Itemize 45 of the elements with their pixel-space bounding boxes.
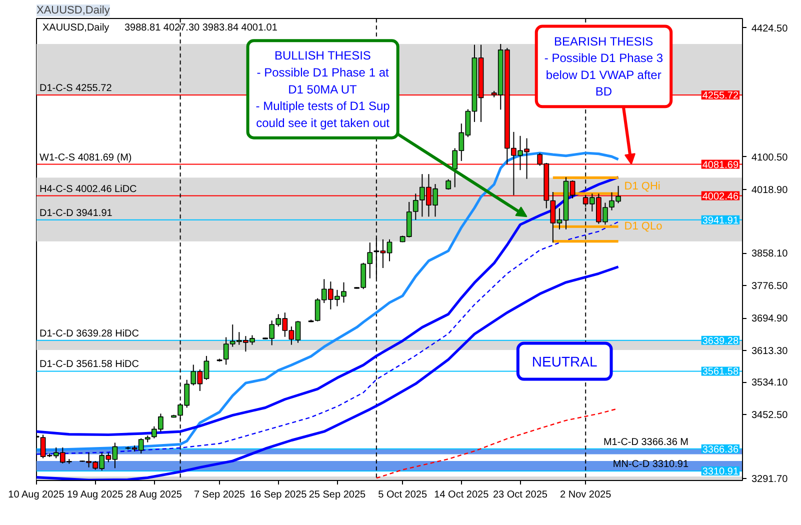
x-tick-label: 19 Aug 2025 [66,490,124,500]
x-tick-label: 2 Nov 2025 [560,490,612,500]
y-tick-label: 4018.90 [752,184,788,196]
chart-title: XAUUSD,Daily [42,22,110,34]
y-tick-label: 4100.50 [752,152,788,164]
y-tick-label: 3613.30 [752,346,788,358]
y-tick-label: 3776.50 [752,281,788,292]
annotation: 3941.91 [702,215,739,226]
y-tick-label: 3534.10 [752,378,788,389]
annotation: 3561.58 [702,366,739,378]
x-tick-label: 25 Sep 2025 [308,490,366,500]
x-tick-label: 16 Sep 2025 [250,490,308,500]
x-tick-label: 28 Aug 2025 [126,490,182,500]
annotation: 3366.36 [702,444,739,456]
y-tick-label: 3291.70 [752,474,788,486]
annotation: 4081.69 [702,160,739,171]
annotation: 3639.28 [702,336,739,347]
annotation: BEARISH THESIS - Possible D1 Phase 3 below D1 VWAP after BD [544,34,664,99]
ref-line-label: W1-C-S 4081.69 (M) [40,152,132,164]
series-label: D1 QLo [624,220,662,233]
annotation: BULLISH THESIS - Possible D1 Phase 1 at D1 50MA UT - Multiple tests of D1 Sup could see it get taken out [256,48,390,130]
x-tick-label: 5 Oct 2025 [378,490,428,500]
annotation: 4002.46 [702,191,739,202]
y-tick-label: 4424.50 [752,23,788,34]
ref-line-label: D1-C-D 3941.91 [40,208,113,219]
y-tick-label: 3452.50 [752,410,788,422]
annotation: 4255.72 [702,90,739,102]
ref-line-label: M1-C-D 3366.36 M [603,436,688,448]
annotation: NEUTRAL [532,353,598,370]
ref-line-label: D1-C-S 4255.72 [40,83,112,94]
chart-title: XAUUSD,Daily [36,4,110,16]
ref-line-label: D1-C-D 3639.28 HiDC [40,328,139,340]
y-tick-label: 3694.90 [752,314,788,325]
x-tick-label: 23 Oct 2025 [493,490,548,500]
ref-line-label: MN-C-D 3310.91 [612,458,689,470]
chart-subtitle: 3988.81 4027.30 3983.84 4001.01 [124,22,278,34]
x-tick-label: 14 Oct 2025 [434,490,490,500]
annotation: 3310.91 [702,466,739,478]
x-tick-label: 7 Sep 2025 [194,490,246,500]
x-tick-label: 10 Aug 2025 [8,490,65,500]
ref-line-label: D1-C-D 3561.58 HiDC [40,359,139,370]
y-tick-label: 3858.10 [752,248,788,260]
ref-line-label: H4-C-S 4002.46 LiDC [40,184,137,195]
series-label: D1 QHi [624,180,660,193]
candlestick [446,178,452,190]
